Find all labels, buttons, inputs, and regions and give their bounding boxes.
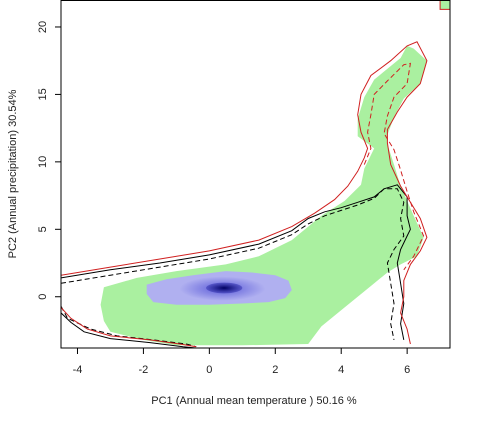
plot-frame — [60, 0, 451, 349]
series-black-solid-lower — [61, 312, 197, 348]
series-red-solid-lower — [61, 307, 197, 348]
series-density-high — [206, 282, 243, 294]
y-tick-label: 5 — [37, 226, 49, 232]
y-tick-label: 10 — [37, 156, 49, 168]
x-tick-label: 4 — [338, 364, 344, 376]
axes: -4 -2 0 2 4 6 0 5 10 15 20 — [37, 0, 451, 376]
x-tick-label: -4 — [73, 364, 83, 376]
series-red-solid-contour — [61, 41, 428, 345]
x-tick-label: -2 — [139, 364, 149, 376]
series-red-dashed-contour — [363, 62, 425, 271]
series-green-area — [100, 45, 427, 346]
y-axis-title: PC2 (Annual precipitation) 30.54% — [7, 89, 19, 258]
x-tick-label: 2 — [272, 364, 278, 376]
series-black-dashed-lower — [61, 305, 197, 348]
plot-area — [61, 0, 450, 348]
x-axis-title: PC1 (Annual mean temperature ) 50.16 % — [151, 395, 357, 407]
series-green-corner — [439, 0, 450, 10]
x-tick-label: 0 — [206, 364, 212, 376]
y-tick-label: 20 — [37, 21, 49, 33]
x-tick-label: 6 — [404, 364, 410, 376]
y-tick-label: 15 — [37, 88, 49, 100]
y-tick-label: 0 — [37, 294, 49, 300]
